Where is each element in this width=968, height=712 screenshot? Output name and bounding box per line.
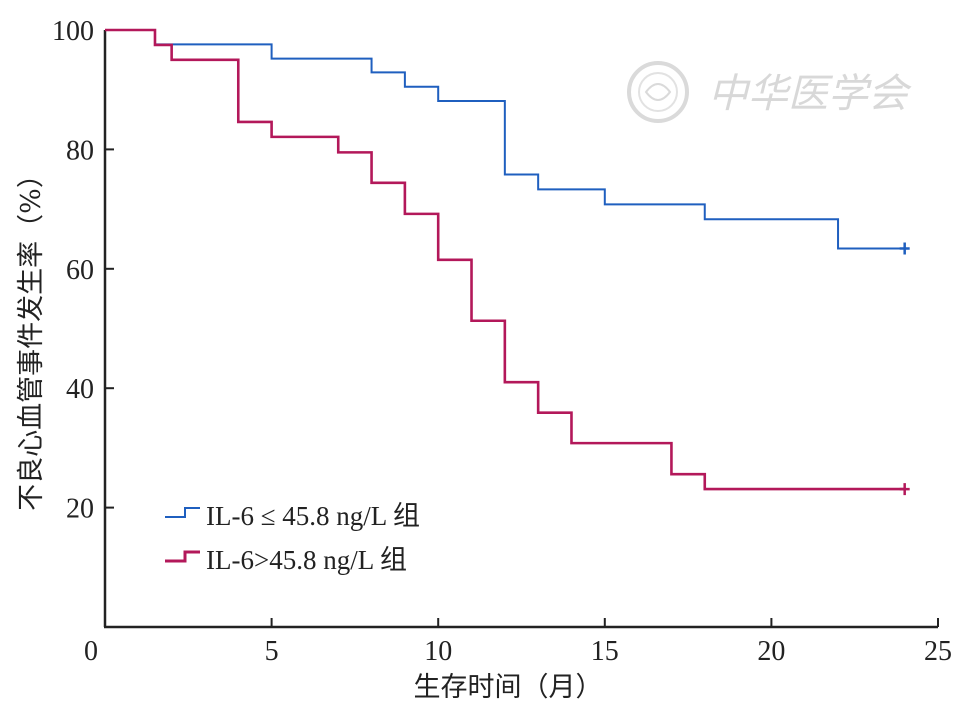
- x-ticks: 0 5 10 15 20 25: [84, 618, 952, 667]
- censor-mark-0: [899, 242, 910, 255]
- watermark-seal-icon: [627, 61, 689, 123]
- legend: IL-6 ≤ 45.8 ng/L 组 IL-6>45.8 ng/L 组: [165, 501, 420, 575]
- censor-mark-1: [899, 483, 910, 496]
- legend-label-gt: IL-6>45.8 ng/L 组: [206, 545, 407, 575]
- y-ticks: 20 40 60 80 100: [52, 16, 114, 525]
- x-tick-label: 25: [924, 636, 952, 667]
- x-tick-label: 0: [84, 636, 98, 667]
- x-tick-label: 15: [591, 636, 619, 667]
- x-tick-label: 20: [757, 636, 785, 667]
- y-tick-label: 100: [52, 16, 94, 47]
- y-tick-label: 40: [66, 374, 94, 405]
- series-line-0: [105, 29, 905, 250]
- y-tick-label: 80: [66, 135, 94, 166]
- y-tick-label: 60: [66, 255, 94, 286]
- legend-label-le: IL-6 ≤ 45.8 ng/L 组: [206, 501, 420, 531]
- axes: 0 5 10 15 20 25 20 40 60 80 100: [52, 16, 952, 667]
- watermark-text: 中华医学会: [708, 71, 912, 117]
- series-line-1: [105, 28, 905, 491]
- legend-swatch-le: [165, 507, 200, 518]
- x-axis-title: 生存时间（月）: [414, 672, 603, 703]
- x-tick-label: 10: [424, 636, 452, 667]
- y-tick-label: 20: [66, 494, 94, 525]
- watermark: 中华医学会: [627, 61, 912, 123]
- y-axis-title: 不良心血管事件发生率（%）: [16, 161, 47, 511]
- x-tick-label: 5: [265, 636, 279, 667]
- legend-swatch-gt: [165, 550, 200, 563]
- series-layer: [105, 28, 910, 496]
